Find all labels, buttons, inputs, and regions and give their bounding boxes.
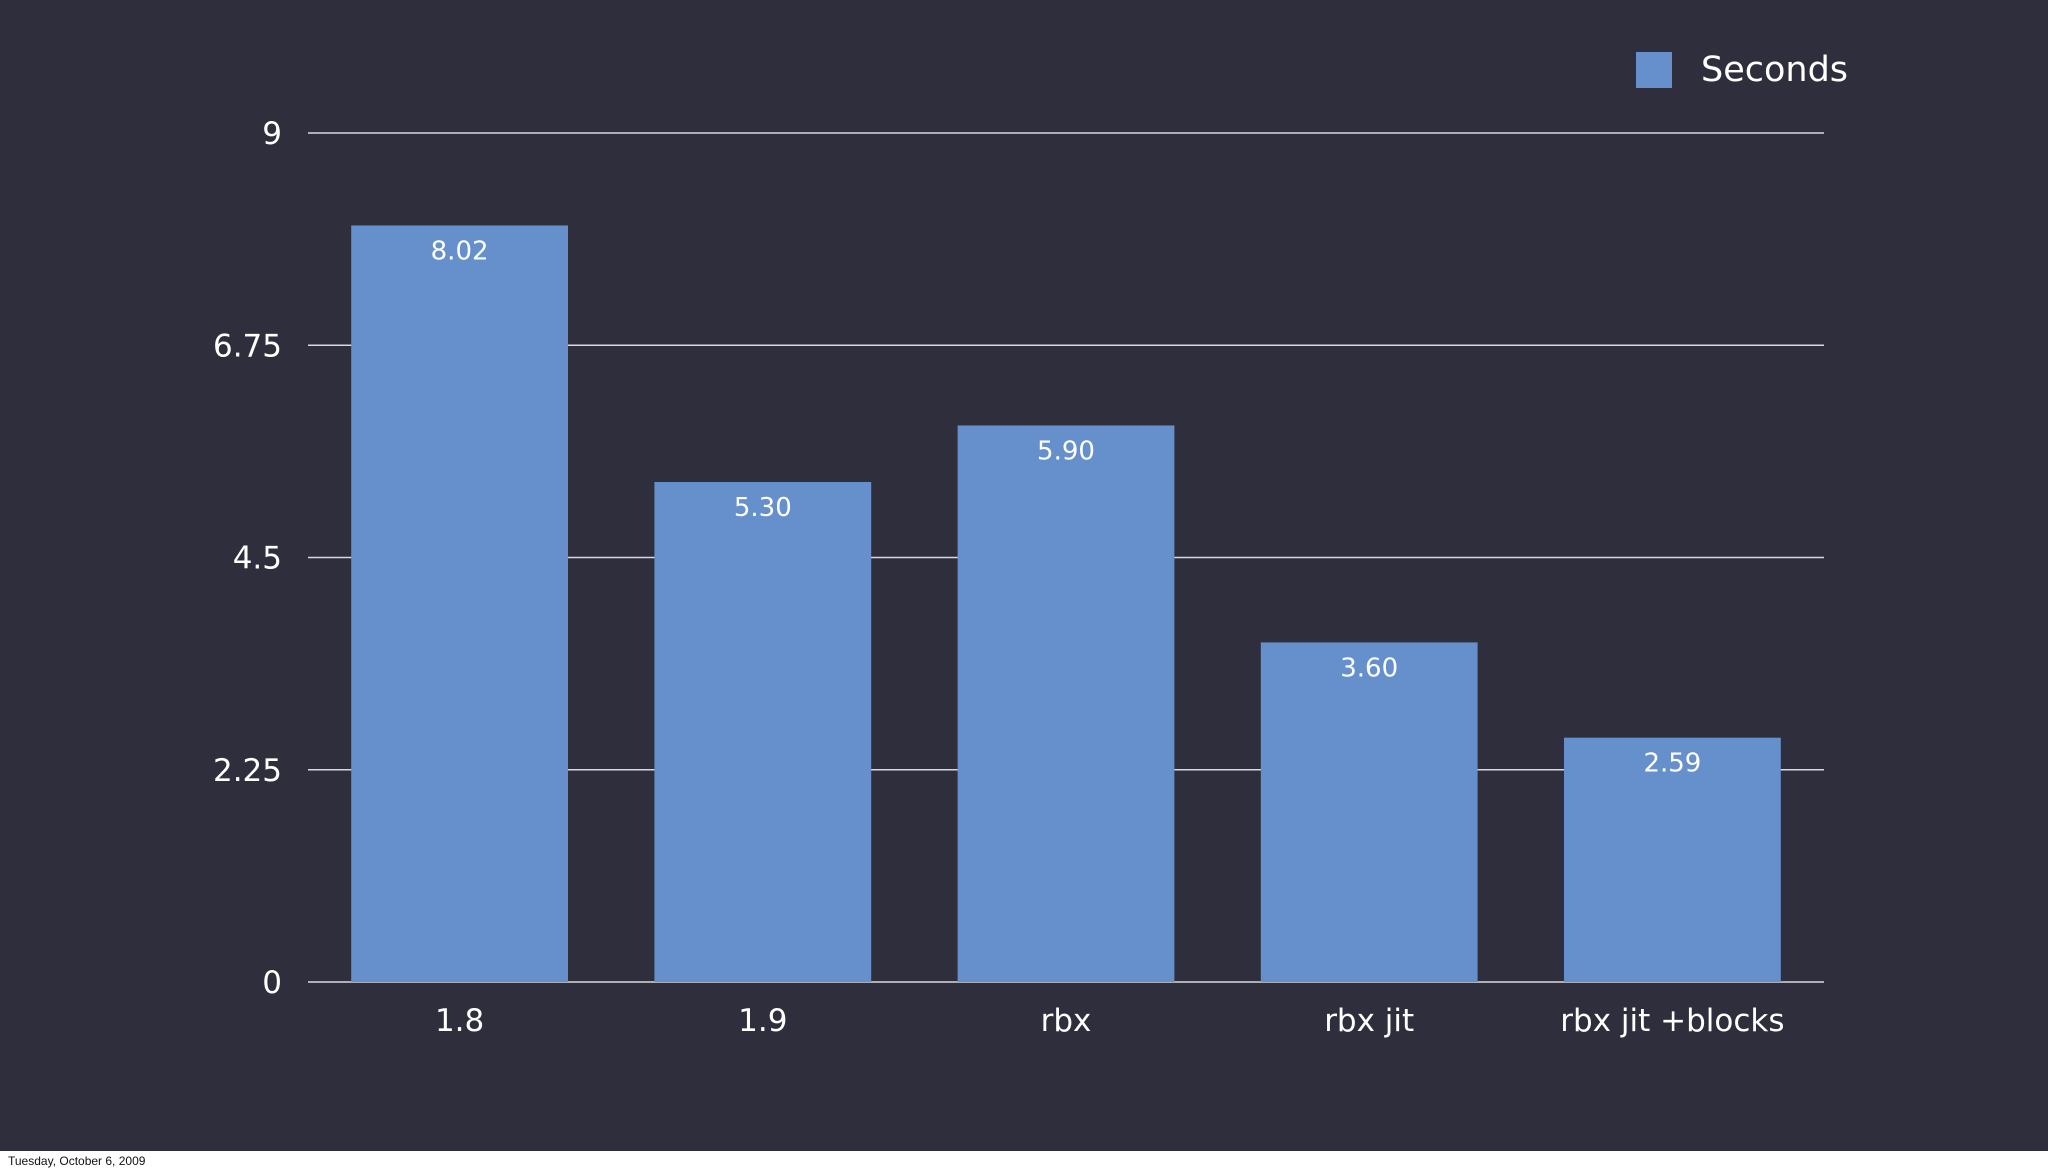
x-tick-label: rbx bbox=[1041, 1003, 1092, 1039]
bar-value-label: 5.30 bbox=[734, 493, 792, 523]
y-tick-label: 2.25 bbox=[213, 753, 282, 789]
x-tick-label: rbx jit +blocks bbox=[1560, 1003, 1784, 1039]
bar bbox=[1564, 737, 1781, 982]
y-tick-label: 9 bbox=[262, 116, 282, 152]
x-tick-label: 1.8 bbox=[435, 1003, 484, 1039]
x-tick-label: rbx jit bbox=[1324, 1003, 1414, 1039]
legend-label: Seconds bbox=[1701, 50, 1848, 90]
footer-date: Tuesday, October 6, 2009 bbox=[8, 1154, 146, 1168]
bar bbox=[1260, 642, 1478, 982]
bar-value-label: 8.02 bbox=[431, 236, 489, 266]
x-tick-label: 1.9 bbox=[738, 1003, 787, 1039]
y-tick-label: 4.5 bbox=[233, 541, 282, 577]
footer-bar: Tuesday, October 6, 2009 bbox=[0, 1151, 2048, 1173]
legend-swatch bbox=[1636, 52, 1672, 88]
bar-value-label: 2.59 bbox=[1643, 749, 1701, 779]
bar bbox=[957, 425, 1175, 982]
bar bbox=[351, 225, 568, 983]
bar-value-label: 3.60 bbox=[1340, 653, 1398, 683]
y-tick-label: 0 bbox=[262, 965, 282, 1001]
y-tick-label: 6.75 bbox=[213, 328, 282, 364]
bar-value-label: 5.90 bbox=[1037, 436, 1095, 466]
bar bbox=[654, 482, 872, 982]
